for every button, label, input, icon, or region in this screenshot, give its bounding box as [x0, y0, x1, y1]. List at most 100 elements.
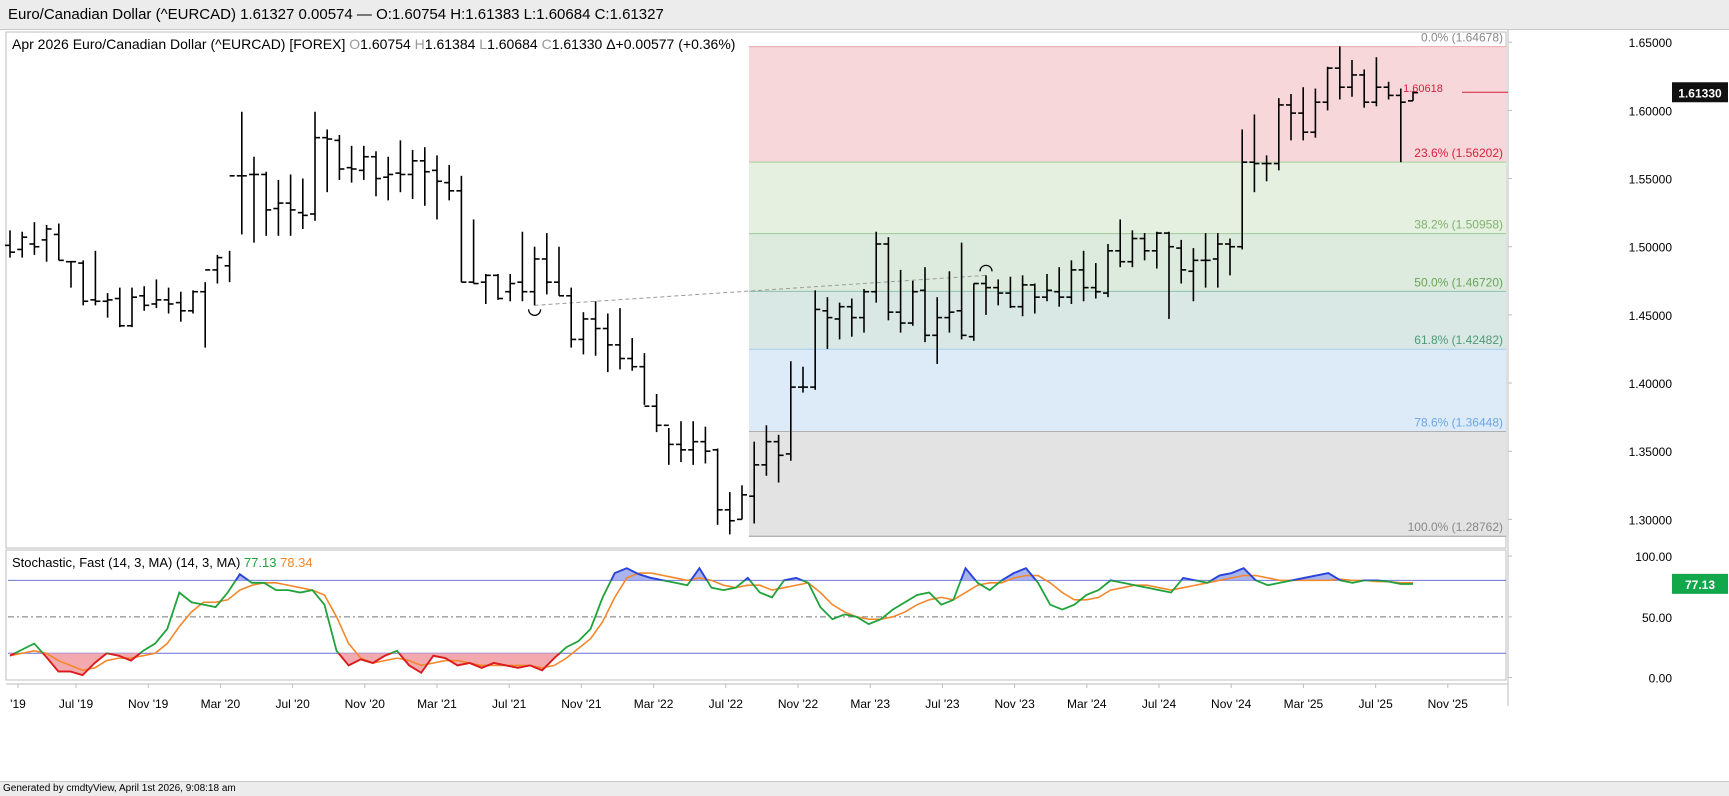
ohlc-bar[interactable] [29, 222, 40, 255]
ohlc-bar[interactable] [1151, 231, 1162, 269]
ohlc-bar[interactable] [41, 224, 52, 262]
ohlc-bar[interactable] [676, 421, 686, 463]
ohlc-bar[interactable] [1042, 273, 1052, 302]
ohlc-bar[interactable] [468, 219, 479, 285]
ohlc-bar[interactable] [554, 246, 564, 297]
ohlc-bar[interactable] [1225, 238, 1235, 276]
ohlc-bar[interactable] [53, 223, 64, 262]
ohlc-bar[interactable] [1237, 129, 1248, 250]
ohlc-bar[interactable] [920, 267, 930, 343]
ohlc-bar[interactable] [1066, 260, 1077, 304]
ohlc-bar[interactable] [346, 145, 357, 183]
ohlc-bar[interactable] [456, 175, 467, 283]
ohlc-bar[interactable] [700, 426, 711, 464]
ohlc-bar[interactable] [1310, 88, 1321, 138]
ohlc-bar[interactable] [1103, 243, 1113, 298]
ohlc-bar[interactable] [1212, 233, 1223, 288]
ohlc-bar[interactable] [834, 302, 845, 340]
ohlc-bar[interactable] [1359, 69, 1370, 108]
ohlc-bar[interactable] [871, 231, 882, 303]
ohlc-bar[interactable] [944, 271, 955, 333]
ohlc-bar[interactable] [932, 297, 943, 364]
ohlc-bar[interactable] [724, 492, 735, 535]
ohlc-bar[interactable] [1249, 114, 1260, 193]
ohlc-bar[interactable] [102, 293, 113, 318]
ohlc-bar[interactable] [1395, 88, 1406, 163]
ohlc-bar[interactable] [578, 312, 589, 355]
ohlc-bar[interactable] [444, 164, 455, 201]
ohlc-bar[interactable] [1090, 263, 1101, 299]
ohlc-bar[interactable] [1408, 91, 1418, 102]
ohlc-bar[interactable] [127, 287, 137, 328]
ohlc-bar[interactable] [590, 301, 601, 356]
ohlc-bar[interactable] [139, 286, 150, 311]
ohlc-bar[interactable] [1164, 231, 1174, 319]
ohlc-bar[interactable] [566, 287, 577, 348]
ohlc-bar[interactable] [66, 260, 76, 288]
ohlc-bar[interactable] [78, 260, 89, 306]
ohlc-bar[interactable] [1005, 276, 1016, 309]
ohlc-bar[interactable] [249, 156, 259, 243]
ohlc-bar[interactable] [310, 111, 320, 221]
ohlc-bar[interactable] [1371, 57, 1382, 107]
ohlc-bar[interactable] [90, 250, 101, 306]
ohlc-bar[interactable] [1200, 233, 1211, 288]
ohlc-bar[interactable] [627, 338, 638, 371]
ohlc-bar[interactable] [432, 155, 442, 220]
ohlc-bar[interactable] [395, 140, 406, 193]
ohlc-bar[interactable] [1322, 66, 1333, 111]
ohlc-bar[interactable] [749, 441, 760, 524]
ohlc-bar[interactable] [493, 273, 503, 300]
ohlc-bar[interactable] [968, 282, 979, 341]
ohlc-bar[interactable] [1176, 239, 1187, 284]
ohlc-bar[interactable] [1115, 219, 1126, 268]
ohlc-bar[interactable] [334, 134, 345, 180]
ohlc-bar[interactable] [358, 145, 369, 180]
ohlc-bar[interactable] [773, 434, 784, 483]
ohlc-bar[interactable] [261, 171, 272, 236]
ohlc-bar[interactable] [383, 156, 394, 201]
ohlc-bar[interactable] [895, 269, 906, 333]
ohlc-bar[interactable] [688, 421, 699, 465]
ohlc-bar[interactable] [529, 246, 540, 306]
ohlc-bar[interactable] [1139, 233, 1150, 261]
ohlc-bar[interactable] [993, 279, 1004, 306]
ohlc-bar[interactable] [737, 485, 747, 521]
ohlc-bar[interactable] [419, 147, 430, 206]
ohlc-bar[interactable] [615, 308, 625, 370]
ohlc-bar[interactable] [1078, 250, 1089, 302]
ohlc-bar[interactable] [1017, 275, 1028, 317]
ohlc-bar[interactable] [297, 178, 308, 229]
ohlc-bar[interactable] [651, 393, 662, 433]
ohlc-bar[interactable] [505, 273, 516, 302]
ohlc-bar[interactable] [1347, 59, 1357, 97]
ohlc-bar[interactable] [175, 291, 186, 322]
ohlc-bar[interactable] [846, 298, 857, 337]
ohlc-bar[interactable] [480, 273, 491, 304]
ohlc-bar[interactable] [1334, 46, 1345, 100]
ohlc-bar[interactable] [810, 290, 821, 390]
ohlc-bar[interactable] [1286, 94, 1296, 141]
ohlc-bar[interactable] [188, 290, 198, 314]
ohlc-bar[interactable] [785, 361, 796, 461]
ohlc-bar[interactable] [859, 288, 869, 333]
ohlc-bar[interactable] [822, 297, 833, 349]
ohlc-bar[interactable] [639, 353, 650, 408]
ohlc-bar[interactable] [1261, 155, 1272, 182]
ohlc-bar[interactable] [1188, 248, 1199, 302]
ohlc-bar[interactable] [663, 424, 674, 465]
ohlc-bar[interactable] [285, 174, 296, 236]
ohlc-bar[interactable] [541, 233, 552, 295]
ohlc-bar[interactable] [273, 179, 284, 236]
ohlc-bar[interactable] [236, 111, 247, 235]
ohlc-bar[interactable] [761, 425, 772, 476]
ohlc-bar[interactable] [1273, 98, 1284, 171]
ohlc-bar[interactable] [114, 287, 125, 328]
ohlc-bar[interactable] [798, 366, 808, 393]
ohlc-bar[interactable] [5, 230, 15, 258]
ohlc-bar[interactable] [1298, 87, 1309, 141]
ohlc-bar[interactable] [981, 275, 991, 315]
ohlc-bar[interactable] [1127, 230, 1138, 268]
ohlc-bar[interactable] [163, 287, 174, 314]
